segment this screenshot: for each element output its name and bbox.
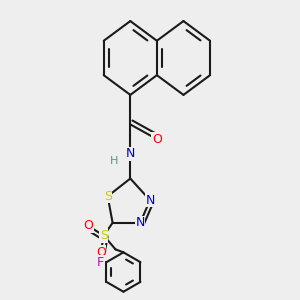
- Text: O: O: [96, 246, 106, 259]
- Text: S: S: [104, 190, 112, 203]
- Text: F: F: [97, 256, 104, 269]
- Text: O: O: [83, 219, 93, 232]
- Text: S: S: [100, 229, 108, 242]
- Text: N: N: [145, 194, 155, 207]
- Text: H: H: [110, 156, 118, 166]
- Text: N: N: [136, 216, 145, 229]
- Text: N: N: [126, 147, 135, 161]
- Text: O: O: [152, 133, 162, 146]
